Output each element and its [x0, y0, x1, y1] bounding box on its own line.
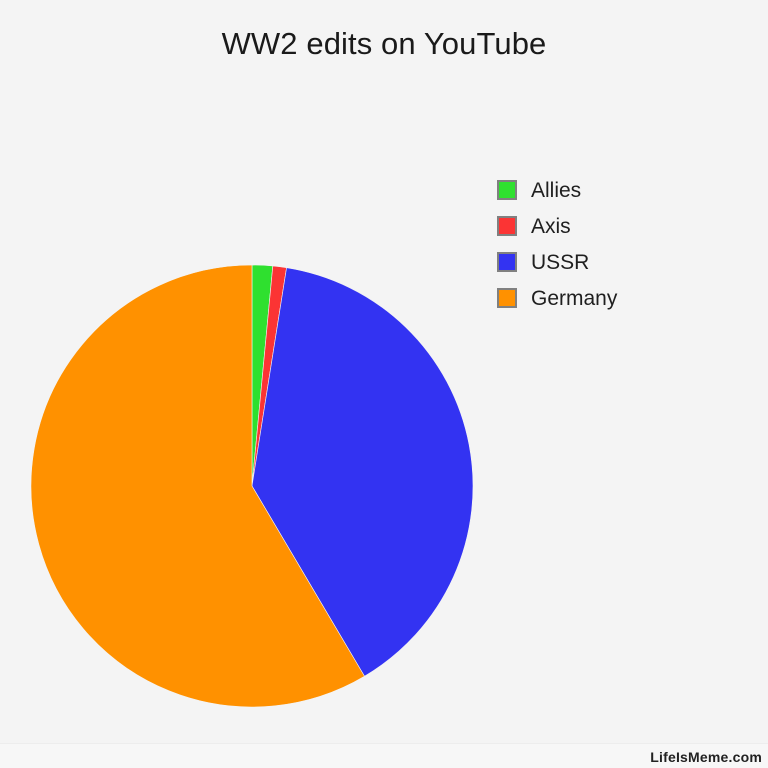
legend-item-ussr[interactable]: USSR: [497, 244, 697, 280]
legend-label-allies: Allies: [531, 178, 582, 202]
legend-label-germany: Germany: [531, 286, 618, 310]
pie-chart: [29, 263, 475, 709]
pie-slices: [30, 264, 474, 708]
legend-item-allies[interactable]: Allies: [497, 172, 697, 208]
legend-item-axis[interactable]: Axis: [497, 208, 697, 244]
page-title: WW2 edits on YouTube: [221, 26, 547, 61]
watermark-strip: LifeIsMeme.com: [0, 743, 768, 768]
legend: Allies Axis USSR Germany: [497, 172, 697, 316]
pie-chart-svg: [30, 264, 474, 708]
site-watermark: LifeIsMeme.com: [650, 749, 762, 765]
legend-swatch-ussr: [497, 252, 517, 272]
pie-slice-ussr[interactable]: [251, 267, 474, 677]
legend-item-germany[interactable]: Germany: [497, 280, 697, 316]
legend-swatch-germany: [497, 288, 517, 308]
legend-swatch-allies: [497, 180, 517, 200]
legend-swatch-axis: [497, 216, 517, 236]
legend-label-ussr: USSR: [531, 250, 590, 274]
legend-label-axis: Axis: [531, 214, 571, 238]
pie-slice-germany[interactable]: [30, 264, 365, 708]
